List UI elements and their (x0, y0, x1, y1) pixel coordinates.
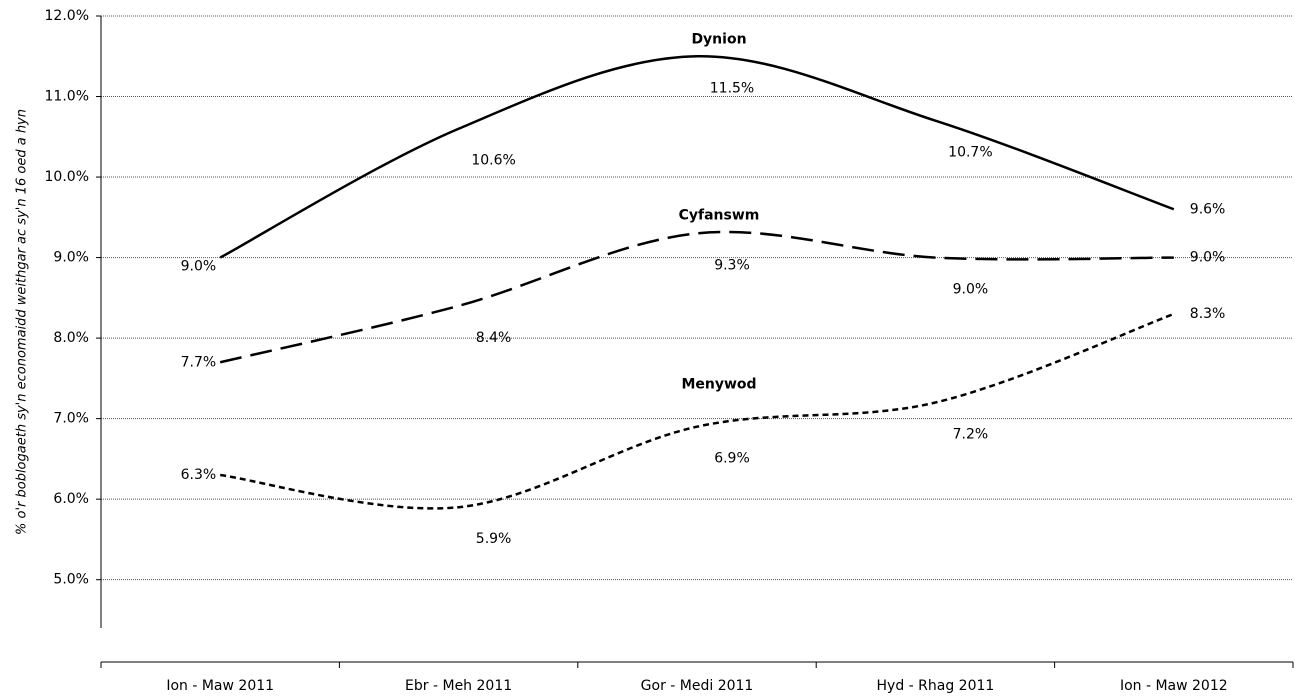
y-tick-label: 7.0% (53, 411, 89, 427)
data-label: 10.6% (471, 153, 515, 169)
x-tick-label: Ion - Maw 2011 (166, 678, 274, 694)
data-label: 7.2% (953, 427, 989, 443)
x-tick-label: Ebr - Meh 2011 (405, 678, 512, 694)
y-tick-label: 6.0% (53, 491, 89, 507)
data-label: 9.0% (1190, 250, 1226, 266)
y-axis-title: % o'r boblogaeth sy'n economaidd weithga… (15, 109, 30, 535)
y-tick-label: 5.0% (53, 572, 89, 588)
x-tick-label: Hyd - Rhag 2011 (877, 678, 995, 694)
line (220, 312, 1175, 510)
y-tick-label: 11.0% (45, 89, 89, 105)
data-label: 11.5% (710, 80, 754, 96)
data-label: 9.0% (181, 259, 217, 275)
y-tick-label: 8.0% (53, 330, 89, 346)
y-tick-label: 9.0% (53, 250, 89, 266)
data-label: 8.4% (476, 330, 512, 346)
data-label: 9.3% (714, 257, 750, 273)
data-label: 9.0% (953, 282, 989, 298)
data-label: 7.7% (181, 354, 217, 370)
data-label: 5.9% (476, 531, 512, 547)
line (219, 55, 1175, 259)
data-label: 9.6% (1190, 201, 1226, 217)
x-tick-label: Gor - Medi 2011 (641, 678, 754, 694)
x-tick-label: Ion - Maw 2012 (1120, 678, 1228, 694)
series-label: Cyfanswm (679, 207, 760, 223)
series-label: Dynion (691, 31, 746, 47)
series-label: Menywod (681, 377, 756, 393)
y-tick-label: 12.0% (45, 8, 89, 24)
data-label: 6.9% (714, 451, 750, 467)
y-tick-label: 10.0% (45, 169, 89, 185)
data-label: 6.3% (181, 467, 217, 483)
data-label: 8.3% (1190, 306, 1226, 322)
line (219, 230, 1174, 364)
data-label: 10.7% (948, 145, 992, 161)
